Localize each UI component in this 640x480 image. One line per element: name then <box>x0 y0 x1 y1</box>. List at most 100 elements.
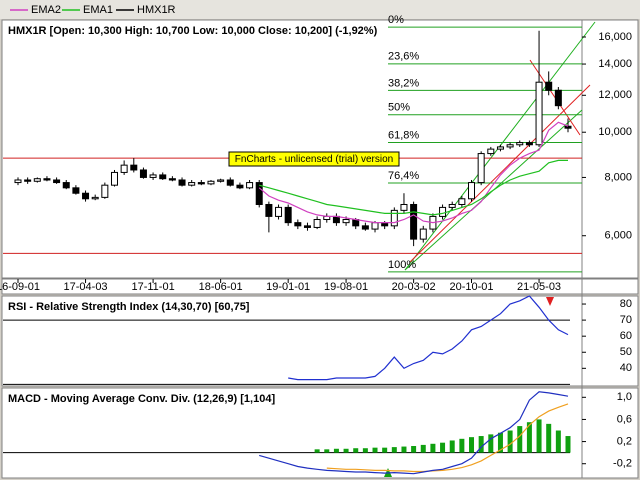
candle-body <box>62 182 70 189</box>
candle-body <box>516 142 524 146</box>
histogram-bar <box>430 443 436 453</box>
rsi-signal-marker <box>546 297 554 306</box>
x-tick-label: 17-04-03 <box>64 281 108 293</box>
candle-body <box>168 178 176 181</box>
histogram-bar <box>469 437 475 453</box>
candle-body <box>496 146 504 150</box>
y-tick-label: -0,2 <box>613 458 632 470</box>
x-tick-label: 16-09-01 <box>0 281 40 293</box>
candle-body <box>525 142 533 146</box>
candle-body <box>255 182 263 205</box>
candle-body <box>487 148 495 155</box>
ema-line <box>259 159 568 216</box>
candle-body <box>284 206 292 224</box>
fib-label: 0% <box>388 14 404 26</box>
candle-body <box>545 81 553 91</box>
histogram-bar <box>555 430 561 453</box>
histogram-bar <box>382 447 388 453</box>
y-tick-label: 16,000 <box>598 31 632 43</box>
candle-body <box>72 187 80 194</box>
x-tick-label: 21-05-03 <box>517 281 561 293</box>
fib-label: 23,6% <box>388 51 419 63</box>
fib-label: 61,8% <box>388 129 419 141</box>
rsi-title: RSI - Relative Strength Index (14,30,70)… <box>8 301 250 313</box>
candle-body <box>506 144 514 148</box>
candle-body <box>564 125 572 129</box>
legend-label: EMA2 <box>31 4 61 16</box>
y-tick-label: 50 <box>620 346 632 358</box>
rsi-line <box>288 295 569 381</box>
fib-label: 38,2% <box>388 77 419 89</box>
x-tick-label: 17-11-01 <box>131 281 174 293</box>
histogram-bar <box>497 432 503 453</box>
macd-line <box>259 391 569 475</box>
candle-body <box>149 174 157 178</box>
x-tick-label: 20-10-01 <box>449 281 493 293</box>
ema-line <box>258 121 569 224</box>
candle-body <box>14 179 22 184</box>
histogram-bar <box>440 442 446 453</box>
candle-body <box>477 153 485 184</box>
candle-body <box>139 169 147 178</box>
y-tick-label: 70 <box>620 314 632 326</box>
legend-bar <box>0 0 640 19</box>
candle-body <box>130 164 138 171</box>
histogram-bar <box>420 444 426 453</box>
candle-body <box>82 192 90 200</box>
histogram-bar <box>565 436 571 453</box>
rsi-panel <box>1 295 639 387</box>
watermark-text: FnCharts - unlicensed (trial) version <box>235 154 393 165</box>
y-tick-label: 80 <box>620 298 632 310</box>
legend-label: HMX1R <box>137 4 176 16</box>
histogram-bar <box>526 422 532 453</box>
candle-body <box>24 179 32 182</box>
x-tick-label: 19-08-01 <box>324 281 368 293</box>
macd-panel <box>1 387 639 479</box>
candle-body <box>342 219 350 224</box>
fib-label: 50% <box>388 102 410 114</box>
y-tick-label: 0,6 <box>617 413 632 425</box>
histogram-bar <box>333 448 339 453</box>
x-tick-label: 19-01-01 <box>266 281 310 293</box>
candle-body <box>448 203 456 208</box>
candle-body <box>313 219 321 228</box>
candle-body <box>246 182 254 189</box>
candle-body <box>120 164 128 173</box>
y-tick-label: 8,000 <box>604 171 632 183</box>
candle-body <box>535 81 543 146</box>
legend-label: EMA1 <box>83 4 113 16</box>
y-tick-label: 1,0 <box>617 391 632 403</box>
candle-body <box>303 225 311 228</box>
histogram-bar <box>343 448 349 453</box>
candle-body <box>188 182 196 186</box>
histogram-bar <box>362 448 368 453</box>
watermark: FnCharts - unlicensed (trial) version <box>228 151 400 167</box>
histogram-bar <box>314 449 320 453</box>
candle-body <box>265 203 273 217</box>
y-tick-label: 10,000 <box>598 126 632 138</box>
y-tick-label: 6,000 <box>604 230 632 242</box>
main-title: HMX1R [Open: 10,300 High: 10,700 Low: 10… <box>8 25 378 37</box>
candle-body <box>110 171 118 186</box>
histogram-bar <box>449 440 455 453</box>
histogram-bar <box>546 423 552 453</box>
y-tick-label: 60 <box>620 330 632 342</box>
candle-body <box>101 184 109 198</box>
candle-body <box>419 228 427 240</box>
candle-body <box>400 203 408 211</box>
histogram-bar <box>411 446 417 453</box>
candle-body <box>236 184 244 189</box>
candle-body <box>91 196 99 200</box>
histogram-bar <box>517 426 523 453</box>
histogram-bar <box>372 447 378 453</box>
candle-body <box>371 222 379 230</box>
candle-body <box>554 89 562 107</box>
candle-body <box>159 174 167 180</box>
candle-body <box>53 179 61 184</box>
candle-body <box>294 222 302 227</box>
histogram-bar <box>324 449 330 453</box>
candle-body <box>217 179 225 182</box>
fib-label: 100% <box>388 259 416 271</box>
macd-title: MACD - Moving Average Conv. Div. (12,26,… <box>8 393 275 405</box>
